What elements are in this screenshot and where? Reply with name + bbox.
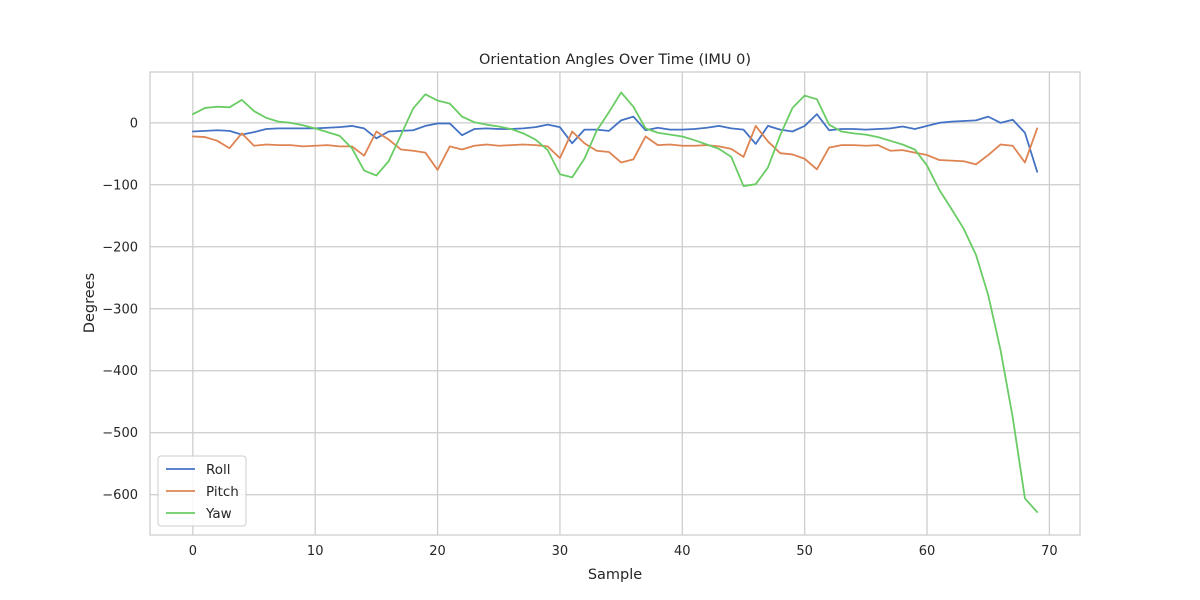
legend: Roll Pitch Yaw xyxy=(157,455,247,527)
y-tick-label: −500 xyxy=(102,426,138,441)
y-tick-label: −600 xyxy=(102,488,138,503)
y-tick-label: −100 xyxy=(102,178,138,193)
chart-title: Orientation Angles Over Time (IMU 0) xyxy=(479,52,751,68)
series-line-roll xyxy=(191,113,1039,173)
series-line-pitch xyxy=(191,125,1039,171)
x-tick-label: 30 xyxy=(552,544,569,559)
x-tick-label: 60 xyxy=(919,544,936,559)
x-tick-label: 50 xyxy=(796,544,813,559)
plot-frame xyxy=(149,71,1081,536)
x-axis-ticks: 0 10 20 30 40 50 60 70 xyxy=(189,544,1058,559)
legend-box xyxy=(157,455,247,527)
series-line-yaw xyxy=(191,91,1039,513)
y-tick-label: 0 xyxy=(130,116,138,131)
y-axis-ticks: 0 −100 −200 −300 −400 −500 −600 xyxy=(102,116,138,503)
y-tick-label: −400 xyxy=(102,364,138,379)
grid xyxy=(150,72,1080,535)
y-axis-label: Degrees xyxy=(82,273,98,333)
legend-label-yaw: Yaw xyxy=(205,506,232,522)
x-tick-label: 70 xyxy=(1041,544,1058,559)
legend-label-pitch: Pitch xyxy=(206,484,239,500)
x-tick-label: 20 xyxy=(429,544,446,559)
x-tick-label: 10 xyxy=(307,544,324,559)
y-tick-label: −200 xyxy=(102,240,138,255)
x-tick-label: 0 xyxy=(189,544,197,559)
legend-label-roll: Roll xyxy=(206,462,231,478)
y-tick-label: −300 xyxy=(102,302,138,317)
x-tick-label: 40 xyxy=(674,544,691,559)
x-axis-label: Sample xyxy=(588,567,642,583)
series-lines xyxy=(191,91,1039,513)
